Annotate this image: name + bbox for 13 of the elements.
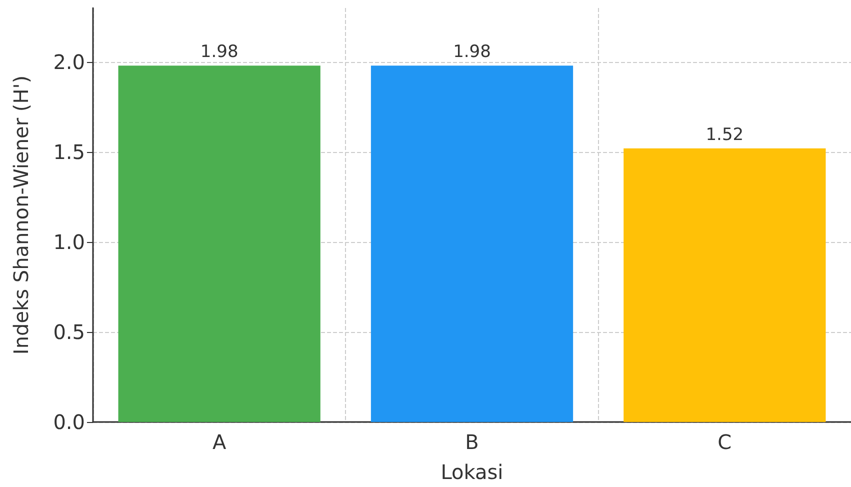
y-tick-label: 2.0 (53, 50, 85, 74)
y-tick-label: 0.0 (53, 410, 85, 434)
x-tick-label: A (212, 430, 226, 454)
x-axis-title: Lokasi (440, 460, 504, 484)
y-tick-label: 1.5 (53, 140, 85, 164)
data-label: 1.52 (706, 124, 744, 145)
data-label: 1.98 (453, 42, 491, 62)
x-tick-label: C (718, 430, 732, 454)
y-axis-title: Indeks Shannon-Wiener (H') (9, 75, 33, 355)
data-label: 1.98 (200, 42, 238, 62)
y-tick-label: 0.5 (53, 320, 85, 344)
x-tick-label: B (465, 430, 479, 454)
y-tick-label: 1.0 (53, 230, 85, 254)
